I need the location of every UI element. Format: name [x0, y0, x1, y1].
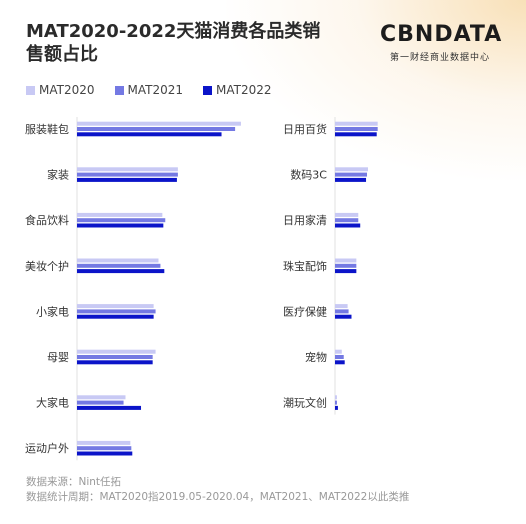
- bar-mat2020: [335, 350, 342, 354]
- bar-mat2022: [77, 360, 153, 364]
- bar-mat2021: [77, 264, 160, 268]
- bar-mat2022: [335, 269, 356, 273]
- bar-mat2020: [77, 441, 130, 445]
- category-label: 日用百货: [283, 122, 327, 136]
- bar-mat2021: [77, 355, 153, 359]
- category-label: 服装鞋包: [25, 122, 69, 136]
- bar-mat2021: [77, 127, 235, 131]
- bar-mat2020: [335, 304, 348, 308]
- bar-mat2022: [77, 178, 177, 182]
- bar-mat2020: [335, 213, 358, 217]
- bar-mat2020: [335, 122, 378, 126]
- category-label: 美妆个护: [25, 259, 69, 273]
- category-label: 宠物: [305, 350, 327, 364]
- bar-mat2022: [77, 269, 164, 273]
- bar-mat2020: [335, 167, 368, 171]
- bar-mat2021: [335, 218, 358, 222]
- category-label: 运动户外: [25, 441, 69, 455]
- bar-mat2021: [335, 264, 356, 268]
- data-period: 数据统计周期：MAT2020指2019.05-2020.04，MAT2021、M…: [26, 490, 409, 505]
- bar-mat2020: [77, 259, 158, 263]
- bar-mat2022: [77, 406, 141, 410]
- bar-mat2020: [335, 395, 337, 399]
- data-source: 数据来源：Nint任拓: [26, 475, 409, 490]
- category-label: 医疗保健: [283, 304, 327, 318]
- bar-mat2022: [335, 132, 377, 136]
- bar-mat2022: [335, 315, 351, 319]
- bar-mat2022: [77, 132, 222, 136]
- category-label: 母婴: [47, 351, 69, 364]
- bar-mat2020: [77, 167, 178, 171]
- bar-mat2021: [77, 446, 131, 450]
- category-label: 日用家清: [283, 213, 327, 227]
- bar-mat2020: [77, 213, 162, 217]
- bar-mat2021: [77, 401, 124, 405]
- bar-mat2021: [77, 173, 178, 177]
- bar-mat2021: [335, 355, 344, 359]
- category-label: 潮玩文创: [283, 396, 327, 410]
- category-label: 数码3C: [290, 169, 327, 182]
- bar-mat2022: [335, 406, 338, 410]
- category-label: 小家电: [36, 304, 69, 318]
- bar-mat2020: [77, 350, 156, 354]
- bar-mat2020: [77, 122, 241, 126]
- bar-mat2021: [77, 218, 165, 222]
- category-label: 大家电: [36, 396, 69, 410]
- bar-mat2021: [335, 309, 349, 313]
- bar-mat2022: [77, 224, 163, 228]
- footer: 数据来源：Nint任拓 数据统计周期：MAT2020指2019.05-2020.…: [26, 475, 409, 505]
- bar-mat2022: [335, 178, 366, 182]
- bar-mat2020: [77, 304, 154, 308]
- category-label: 珠宝配饰: [283, 259, 327, 273]
- bar-mat2020: [77, 395, 126, 399]
- bar-mat2021: [335, 173, 367, 177]
- bar-mat2021: [77, 309, 156, 313]
- bar-mat2022: [335, 360, 345, 364]
- bar-mat2020: [335, 259, 356, 263]
- bar-mat2022: [77, 452, 132, 456]
- category-label: 家装: [47, 168, 69, 182]
- category-label: 食品饮料: [25, 213, 69, 227]
- bar-mat2021: [335, 127, 378, 131]
- bar-mat2021: [335, 401, 337, 405]
- bar-mat2022: [77, 315, 154, 319]
- bar-mat2022: [335, 224, 360, 228]
